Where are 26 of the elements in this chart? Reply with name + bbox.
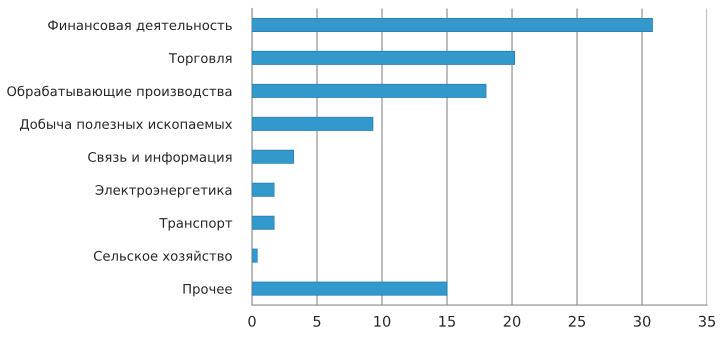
bar — [252, 150, 294, 164]
x-tick-label: 0 — [248, 316, 256, 327]
y-tick-label: Транспорт — [159, 218, 232, 230]
y-tick-label: Электроэнергетика — [96, 184, 232, 198]
y-tick-label: Прочее — [183, 284, 232, 296]
y-tick-label: Добыча полезных ископаемых — [20, 118, 232, 131]
y-tick-label: Торговля — [168, 53, 232, 66]
x-tick-label: 35 — [698, 316, 716, 327]
x-tick-label: 5 — [313, 316, 320, 327]
x-tick-label: 20 — [504, 316, 520, 327]
x-tick-label: 25 — [568, 316, 586, 327]
y-tick-label: Финансовая деятельность — [48, 20, 232, 32]
y-tick-label: Сельское хозяйство — [94, 250, 232, 261]
bar — [252, 18, 653, 32]
x-tick-label: 10 — [374, 316, 390, 327]
bar — [252, 282, 448, 296]
bar — [252, 84, 486, 98]
x-tick-label: 15 — [439, 316, 456, 327]
bar — [252, 248, 258, 263]
y-tick-label: Связь и информация — [88, 152, 232, 165]
bar — [252, 216, 275, 230]
bar — [252, 116, 374, 131]
bar — [252, 182, 275, 197]
x-tick-label: 30 — [634, 316, 650, 327]
y-tick-label: Обрабатывающие производства — [7, 86, 232, 99]
bar — [252, 50, 516, 65]
